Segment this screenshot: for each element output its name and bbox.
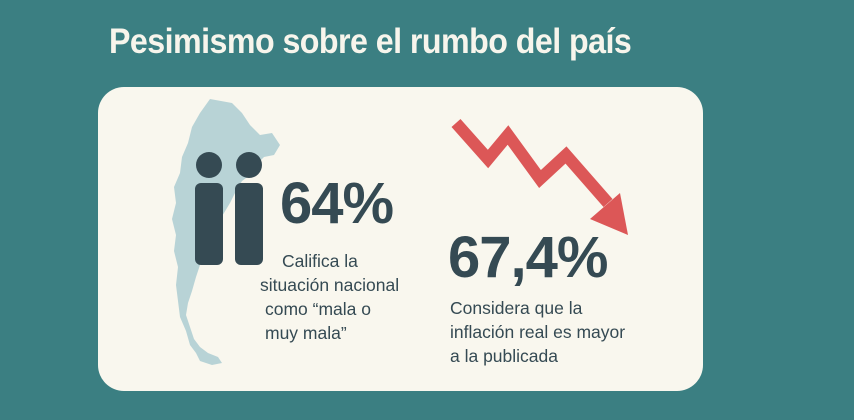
stat-value-situacion: 64% — [280, 171, 394, 236]
page-title: Pesimismo sobre el rumbo del país — [109, 22, 632, 61]
stat-value-inflacion: 67,4% — [448, 225, 608, 290]
stat-description-inflacion: Considera que la inflación real es mayor… — [450, 298, 626, 366]
infographic-card: 64% Califica la situación nacional como … — [98, 87, 703, 391]
stat-description-situacion: Califica la situación nacional como “mal… — [260, 251, 400, 343]
two-people-icon — [195, 152, 263, 265]
downward-trend-arrow-icon — [451, 119, 628, 235]
